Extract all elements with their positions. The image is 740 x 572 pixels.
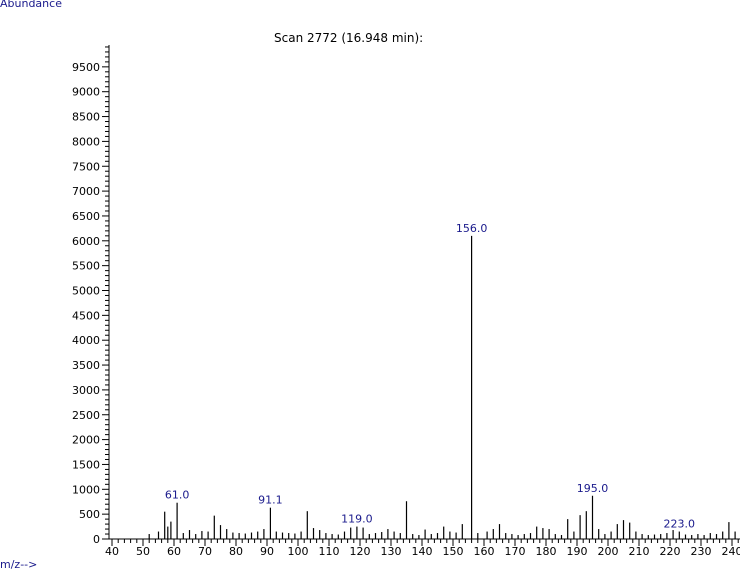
x-axis-label: m/z-->: [0, 558, 38, 571]
peak-label: 61.0: [165, 489, 190, 502]
x-tick-label: 210: [629, 545, 650, 558]
y-tick-label: 8500: [72, 111, 100, 124]
chart-title: Scan 2772 (16.948 min):: [274, 31, 424, 45]
peak-label: 119.0: [341, 513, 373, 526]
peak-label: 223.0: [664, 518, 696, 531]
y-tick-label: 9500: [72, 61, 100, 74]
y-tick-label: 6500: [72, 210, 100, 223]
x-tick-label: 190: [567, 545, 588, 558]
y-tick-label: 0: [93, 533, 100, 546]
x-tick-label: 40: [105, 545, 119, 558]
x-tick-label: 160: [474, 545, 495, 558]
x-tick-label: 130: [381, 545, 402, 558]
peaks: [148, 235, 736, 539]
x-tick-label: 120: [350, 545, 371, 558]
x-tick-label: 80: [229, 545, 243, 558]
peak-label: 156.0: [456, 222, 488, 235]
y-tick-label: 5000: [72, 285, 100, 298]
x-tick-label: 90: [260, 545, 274, 558]
y-tick-label: 7500: [72, 160, 100, 173]
x-tick-label: 50: [136, 545, 150, 558]
y-tick-label: 6000: [72, 235, 100, 248]
x-tick-label: 140: [412, 545, 433, 558]
y-tick-label: 2000: [72, 434, 100, 447]
x-tick-label: 150: [443, 545, 464, 558]
x-tick-label: 60: [167, 545, 181, 558]
y-tick-label: 500: [79, 508, 100, 521]
y-tick-label: 9000: [72, 86, 100, 99]
x-tick-label: 230: [691, 545, 712, 558]
y-tick-label: 2500: [72, 409, 100, 422]
y-tick-label: 4000: [72, 334, 100, 347]
y-tick-label: 7000: [72, 185, 100, 198]
y-tick-label: 5500: [72, 260, 100, 273]
x-tick-label: 100: [288, 545, 309, 558]
peak-label: 91.1: [258, 494, 283, 507]
y-tick-label: 3500: [72, 359, 100, 372]
peak-label: 195.0: [577, 482, 609, 495]
y-tick-label: 1500: [72, 458, 100, 471]
x-tick-label: 170: [505, 545, 526, 558]
x-tick-label: 110: [319, 545, 340, 558]
x-tick-label: 70: [198, 545, 212, 558]
peak-labels: 61.091.1119.0156.0195.0223.0253.0297.032…: [165, 222, 696, 531]
x-tick-label: 200: [598, 545, 619, 558]
x-tick-label: 180: [536, 545, 557, 558]
axes: 0 500 1000 1500 2000 2500 3000 3500 4000 4500 5000…: [72, 45, 740, 558]
y-tick-label: 3000: [72, 384, 100, 397]
y-tick-label: 8000: [72, 135, 100, 148]
x-tick-label: 220: [660, 545, 681, 558]
y-axis-label: Abundance: [0, 0, 62, 10]
x-tick-label: 240: [722, 545, 740, 558]
y-tick-label: 1000: [72, 483, 100, 496]
y-tick-label: 4500: [72, 309, 100, 322]
